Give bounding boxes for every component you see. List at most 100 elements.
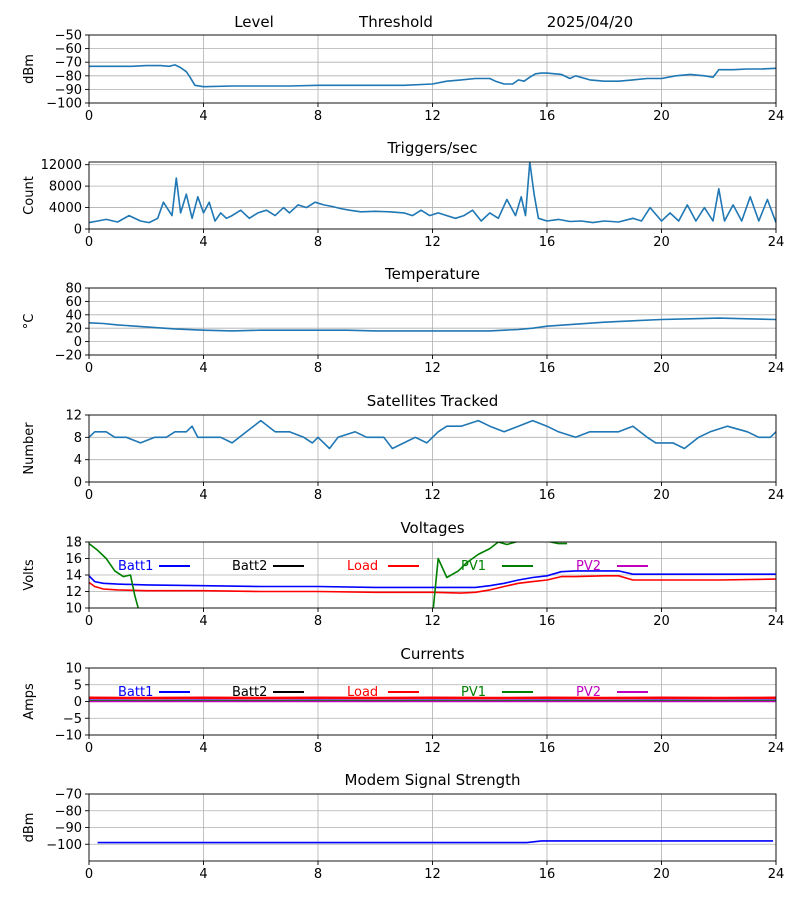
currents-xtick-label: 24: [768, 741, 785, 756]
satellites-xtick-label: 12: [424, 488, 441, 503]
temperature-ytick-label: −20: [55, 349, 82, 364]
satellites-xtick-label: 24: [768, 488, 785, 503]
voltages-legend-load: Load: [347, 559, 378, 574]
level-series-line: [89, 64, 776, 88]
voltages-ytick-label: 18: [65, 536, 82, 551]
triggers-ytick-label: 12000: [41, 158, 82, 173]
satellites-ylabel: Number: [22, 422, 37, 475]
currents-legend-load: Load: [347, 685, 378, 700]
temperature-xtick-label: 16: [539, 361, 556, 376]
voltages-ytick-label: 10: [65, 602, 82, 617]
temperature-ytick-label: 60: [65, 295, 82, 310]
currents-xtick-label: 8: [314, 741, 322, 756]
temperature-xtick-label: 24: [768, 361, 785, 376]
voltages-series-pv1: [89, 542, 567, 608]
triggers-ylabel: Count: [22, 176, 37, 215]
currents-ytick-label: 10: [65, 662, 82, 677]
temperature-xtick-label: 4: [199, 361, 207, 376]
level-xtick-label: 20: [653, 109, 670, 124]
level-ytick-label: −90: [55, 83, 82, 98]
currents-xtick-label: 20: [653, 741, 670, 756]
modem-xtick-label: 0: [85, 867, 93, 882]
triggers-xtick-label: 24: [768, 235, 785, 250]
modem-ytick-label: −80: [55, 804, 82, 819]
voltages-series-load: [89, 575, 776, 594]
level-ytick-label: −70: [55, 56, 82, 71]
satellites-xtick-label: 16: [539, 488, 556, 503]
level-xtick-label: 24: [768, 109, 785, 124]
voltages-title: Voltages: [400, 519, 464, 537]
temperature-title: Temperature: [384, 265, 480, 283]
modem-xtick-label: 24: [768, 867, 785, 882]
satellites-series-line: [89, 419, 776, 450]
currents-legend-pv1: PV1: [461, 685, 486, 700]
satellites-title: Satellites Tracked: [367, 392, 498, 410]
temperature-series-line: [89, 317, 776, 332]
temperature-ytick-label: 20: [65, 322, 82, 337]
level-ytick-label: −80: [55, 69, 82, 84]
modem-title: Modem Signal Strength: [345, 771, 521, 789]
modem-xtick-label: 4: [199, 867, 207, 882]
voltages-ytick-label: 14: [65, 569, 82, 584]
currents-legend-batt2: Batt2: [232, 685, 267, 700]
triggers-ytick-label: 4000: [49, 201, 82, 216]
temperature-xtick-label: 12: [424, 361, 441, 376]
currents-ytick-label: −10: [55, 729, 82, 744]
voltages-xtick-label: 20: [653, 614, 670, 629]
level-panel: 0 4 8 12 16 20 24 −100−90−80−70−60−50 dBm: [22, 29, 784, 125]
modem-xtick-label: 20: [653, 867, 670, 882]
triggers-xtick-label: 4: [199, 235, 207, 250]
voltages-xtick-label: 12: [424, 614, 441, 629]
report-date: 2025/04/20: [547, 13, 633, 31]
modem-xtick-label: 16: [539, 867, 556, 882]
voltages-xtick-label: 4: [199, 614, 207, 629]
temperature-xtick-label: 8: [314, 361, 322, 376]
satellites-panel: 0 4 8 12 16 20 24 0 4 8 12 Satellites Tracked Number: [22, 392, 784, 503]
voltages-xtick-label: 8: [314, 614, 322, 629]
modem-xtick-label: 12: [424, 867, 441, 882]
satellites-xtick-label: 0: [85, 488, 93, 503]
currents-xtick-label: 16: [539, 741, 556, 756]
satellites-ytick-label: 4: [74, 453, 82, 468]
level-ytick-label: −100: [46, 97, 82, 112]
level-ylabel: dBm: [22, 54, 37, 84]
modem-ytick-label: −100: [46, 838, 82, 853]
triggers-title: Triggers/sec: [387, 139, 478, 157]
triggers-xtick-label: 8: [314, 235, 322, 250]
level-label: Level: [234, 13, 274, 31]
temperature-ylabel: °C: [22, 314, 37, 330]
satellites-ytick-label: 12: [65, 409, 82, 424]
level-xtick-label: 12: [424, 109, 441, 124]
currents-xtick-label: 0: [85, 741, 93, 756]
satellites-ytick-label: 0: [74, 476, 82, 491]
triggers-series-line: [89, 162, 776, 224]
level-ytick-label: −50: [55, 29, 82, 44]
satellites-xtick-label: 20: [653, 488, 670, 503]
voltages-ylabel: Volts: [22, 559, 37, 591]
temperature-ytick-label: 0: [74, 335, 82, 350]
currents-ytick-label: 5: [74, 678, 82, 693]
triggers-ytick-label: 8000: [49, 180, 82, 195]
modem-panel: 0 4 8 12 16 20 24 −100 −90 −80−70 Modem Signal Str…: [22, 771, 784, 882]
currents-legend-pv2: PV2: [576, 685, 601, 700]
voltages-legend-pv1: PV1: [461, 559, 486, 574]
modem-ylabel: dBm: [22, 813, 37, 843]
currents-title: Currents: [400, 645, 464, 663]
voltages-ytick-label: 16: [65, 552, 82, 567]
triggers-xtick-label: 0: [85, 235, 93, 250]
currents-xtick-label: 12: [424, 741, 441, 756]
voltages-series-batt1: [89, 570, 776, 589]
voltages-xtick-label: 24: [768, 614, 785, 629]
threshold-label: Threshold: [358, 13, 433, 31]
modem-series-line: [97, 840, 774, 844]
triggers-xtick-label: 20: [653, 235, 670, 250]
voltages-xtick-label: 0: [85, 614, 93, 629]
triggers-xtick-label: 12: [424, 235, 441, 250]
modem-xtick-label: 8: [314, 867, 322, 882]
temperature-ytick-label: 40: [65, 308, 82, 323]
currents-legend-batt1: Batt1: [118, 685, 153, 700]
triggers-xtick-label: 16: [539, 235, 556, 250]
